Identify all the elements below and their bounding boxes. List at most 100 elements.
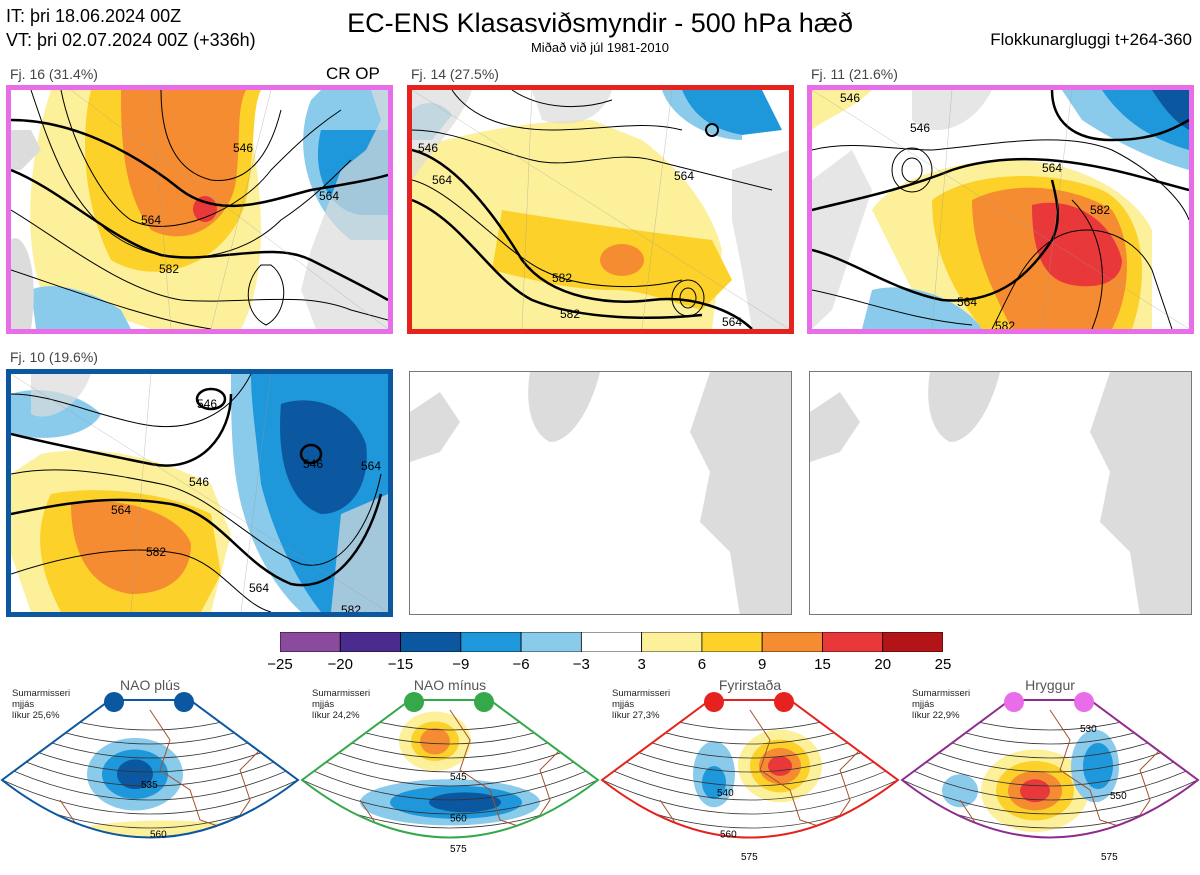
colorbar xyxy=(279,631,944,653)
regime-4-panel: 530 550 575 Hryggur Sumarmisseri mjjás líkur 2… xyxy=(900,677,1200,870)
cluster-2-label: Fj. 14 (27.5%) xyxy=(411,66,499,82)
regime-title: Fyrirstaða xyxy=(718,677,782,693)
colorbar-swatch xyxy=(339,631,401,653)
regime-info-line: mjjás xyxy=(12,699,35,710)
regime-info-line: mjjás xyxy=(612,699,635,710)
contour-label: 564 xyxy=(111,503,131,517)
initial-time: IT: þri 18.06.2024 00Z xyxy=(6,6,182,26)
height-contour xyxy=(602,745,898,787)
anomaly-shading xyxy=(1083,742,1113,790)
contour-label: 546 xyxy=(189,475,209,489)
anomaly-shading xyxy=(429,792,501,813)
contour-label: 560 xyxy=(150,830,167,841)
contour-label: 564 xyxy=(319,189,339,203)
anomaly-shading xyxy=(768,756,792,776)
contour-label: 564 xyxy=(722,315,742,329)
colorbar-tick-label: 15 xyxy=(814,656,831,673)
regime-info-line: Sumarmisseri xyxy=(912,688,971,699)
colorbar-swatch xyxy=(701,631,763,653)
regime-4-map: 530 550 575 xyxy=(900,699,1200,863)
regime-info-line: Sumarmisseri xyxy=(12,688,71,699)
cluster-1-map: 546 564 582 564 xyxy=(6,85,393,334)
contour-label: 564 xyxy=(957,295,977,309)
colorbar-swatch xyxy=(520,631,582,653)
contour-label: 582 xyxy=(341,603,361,612)
regime-marker-dot xyxy=(1004,692,1024,712)
anomaly-shading xyxy=(420,728,450,755)
height-contour xyxy=(602,773,898,815)
height-contour xyxy=(2,745,298,787)
colorbar-tick-label: −3 xyxy=(572,656,590,673)
regime-2-map: 545 560 575 xyxy=(300,699,600,855)
height-contour xyxy=(902,759,1198,801)
contour-label: 546 xyxy=(910,121,930,135)
regime-outline xyxy=(900,699,1200,839)
colorbar-swatch xyxy=(580,631,643,653)
colorbar-swatches xyxy=(279,631,944,653)
height-contour xyxy=(602,759,898,801)
contour-label: 582 xyxy=(560,307,580,321)
colorbar-swatch xyxy=(761,631,823,653)
regime-info-line: líkur 24,2% xyxy=(312,710,360,721)
contour-label: 575 xyxy=(741,852,758,863)
contour-label: 564 xyxy=(361,459,381,473)
contour-label: 546 xyxy=(303,457,323,471)
contour-label: 564 xyxy=(249,581,269,595)
contour-label: 560 xyxy=(450,814,467,825)
colorbar-swatch xyxy=(822,631,884,653)
colorbar-tick-label: 6 xyxy=(697,656,707,673)
regime-2-panel: 545 560 575 NAO mínus Sumarmisseri mjjás líkur… xyxy=(300,677,600,870)
height-contour xyxy=(302,745,598,787)
contour-label: 545 xyxy=(450,772,467,783)
anomaly-shading xyxy=(117,759,153,790)
colorbar-tick-label: −20 xyxy=(327,656,353,673)
contour-label: 546 xyxy=(197,397,217,411)
cluster-4-map: 546 546 546 564 564 582 564 582 xyxy=(6,369,393,617)
valid-time: VT: þri 02.07.2024 00Z (+336h) xyxy=(6,30,256,50)
regime-info-line: líkur 22,9% xyxy=(912,710,960,721)
regime-marker-dot xyxy=(704,692,724,712)
height-contour xyxy=(302,773,598,815)
regime-marker-dot xyxy=(174,692,194,712)
colorbar-swatch xyxy=(882,631,944,653)
contour-label: 546 xyxy=(840,91,860,105)
height-contour xyxy=(2,773,298,815)
regime-info-line: mjjás xyxy=(912,699,935,710)
contour-label: 582 xyxy=(552,271,572,285)
regime-title: NAO mínus xyxy=(413,677,487,693)
colorbar-tick-label: 25 xyxy=(934,656,952,673)
contour-label: 582 xyxy=(1090,203,1110,217)
contour-label: 582 xyxy=(995,319,1015,329)
contour-label: 564 xyxy=(141,213,161,227)
regime-info-line: Sumarmisseri xyxy=(312,688,371,699)
empty-map-1 xyxy=(409,371,792,615)
regime-info: Sumarmisseri mjjás líkur 25,6% xyxy=(12,688,70,721)
regime-marker-dot xyxy=(474,692,494,712)
contour-label: 546 xyxy=(418,141,438,155)
regime-1-panel: 535 560 NAO plús Sumarmisseri mjjás líkur 25,… xyxy=(0,677,300,870)
regime-info: Sumarmisseri mjjás líkur 24,2% xyxy=(312,688,370,721)
page-title: EC-ENS Klasasviðsmyndir - 500 hPa hæð xyxy=(347,8,853,38)
colorbar-tick-label: −25 xyxy=(267,656,293,673)
regime-outline xyxy=(600,699,900,839)
colorbar-swatch xyxy=(460,631,522,653)
regime-3-map: 540 560 575 xyxy=(600,699,900,863)
colorbar-tick-label: 3 xyxy=(637,656,646,673)
contour-label: 564 xyxy=(432,173,452,187)
height-contour xyxy=(902,773,1198,815)
regime-title: Hryggur xyxy=(1025,677,1075,693)
regime-1-map: 535 560 xyxy=(0,699,300,841)
cluster-4-label: Fj. 10 (19.6%) xyxy=(10,349,98,365)
regime-outline xyxy=(0,699,300,839)
regime-outline xyxy=(300,699,600,839)
regime-info-line: Sumarmisseri xyxy=(612,688,671,699)
contour-label: 564 xyxy=(674,169,694,183)
contour-label: 575 xyxy=(450,844,467,855)
regime-marker-dot xyxy=(774,692,794,712)
height-contour xyxy=(302,759,598,801)
height-contour xyxy=(902,745,1198,787)
regime-info: Sumarmisseri mjjás líkur 22,9% xyxy=(912,688,970,721)
contour-label: 575 xyxy=(1101,852,1118,863)
cluster-1-label: Fj. 16 (31.4%) xyxy=(10,66,98,82)
cluster-3-label: Fj. 11 (21.6%) xyxy=(811,66,898,82)
